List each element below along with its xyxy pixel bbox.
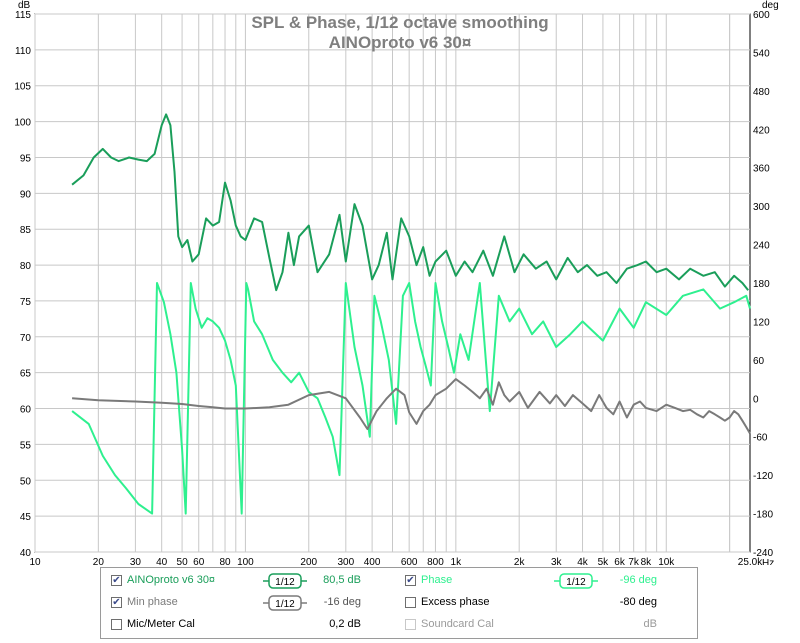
y-right-tick-label: 420 [753, 125, 770, 136]
x-tick-label: 1k [451, 557, 463, 565]
right-axis-unit: deg [762, 0, 779, 11]
y-left-tick-label: 85 [20, 225, 32, 236]
mic-cal-label: Mic/Meter Cal [127, 618, 195, 630]
x-tick-label: 80 [219, 557, 231, 565]
y-right-tick-label: -60 [753, 433, 768, 444]
y-left-tick-label: 80 [20, 261, 32, 272]
y-right-tick-label: 240 [753, 241, 770, 252]
y-left-tick-label: 100 [14, 118, 31, 129]
x-tick-label: 40 [156, 557, 168, 565]
excess-phase-checkbox[interactable] [405, 597, 416, 608]
x-tick-label: 800 [427, 557, 444, 565]
min-phase-value: -16 deg [323, 596, 361, 608]
soundcard-cal-label: Soundcard Cal [421, 618, 494, 630]
y-left-tick-label: 45 [20, 512, 32, 523]
spl-phase-chart: 10 20 30 40 50 60 80 100 200 300 400 600 800 1k 2k 3k 4k… [14, 0, 779, 565]
left-axis-unit: dB [18, 0, 31, 11]
series-line-min-phase [72, 378, 751, 435]
y-left-tick-label: 95 [20, 153, 32, 164]
y-left-tick-label: 75 [20, 297, 32, 308]
x-tick-label: 5k [598, 557, 610, 565]
x-tick-label: 20 [93, 557, 105, 565]
svg-text:1/12: 1/12 [275, 577, 295, 588]
soundcard-cal-value: dB [643, 618, 657, 630]
y-right-tick-label: -180 [753, 510, 773, 521]
y-right-tick-label: 540 [753, 48, 770, 59]
spl-value: 80,5 dB [323, 574, 361, 586]
x-tick-label: 50 [177, 557, 189, 565]
phase-value: -96 deg [619, 574, 657, 586]
spl-label: AINOproto v6 30¤ [127, 574, 216, 586]
y-right-tick-label: 600 [753, 10, 770, 21]
axis-ticks: 10 20 30 40 50 60 80 100 200 300 400 600 800 1k 2k 3k 4k… [14, 10, 773, 565]
soundcard-cal-checkbox[interactable] [405, 619, 416, 630]
phase-label: Phase [421, 574, 453, 586]
y-right-tick-label: 480 [753, 87, 770, 98]
y-left-tick-label: 105 [14, 82, 31, 93]
legend-row: ✔ Min phase 1/12 -16 deg Excess phase -8… [101, 592, 697, 614]
x-tick-label: 2k [514, 557, 526, 565]
x-tick-label: 200 [300, 557, 317, 565]
legend-panel: ✔ AINOproto v6 30¤ 1/12 80,5 dB ✔ Phase … [100, 567, 698, 639]
x-tick-label: 600 [401, 557, 418, 565]
spl-checkbox[interactable]: ✔ [111, 575, 122, 586]
mic-cal-value: 0,2 dB [329, 618, 361, 630]
x-tick-label: 400 [364, 557, 381, 565]
y-left-tick-label: 110 [15, 46, 31, 57]
series-line-phase [71, 282, 751, 515]
y-right-tick-label: 300 [753, 202, 770, 213]
y-left-tick-label: 65 [20, 369, 32, 380]
min-phase-checkbox[interactable]: ✔ [111, 597, 122, 608]
y-left-tick-label: 50 [20, 476, 32, 487]
y-right-tick-label: -120 [753, 471, 773, 482]
y-left-tick-label: 55 [20, 440, 32, 451]
min-phase-smoothing-icon[interactable]: 1/12 [263, 595, 307, 611]
svg-text:1/12: 1/12 [275, 599, 295, 610]
y-right-tick-label: 0 [753, 394, 759, 405]
x-tick-label: 10k [658, 557, 675, 565]
y-left-tick-label: 40 [20, 548, 32, 559]
x-tick-label: 300 [337, 557, 354, 565]
legend-row: ✔ AINOproto v6 30¤ 1/12 80,5 dB ✔ Phase … [101, 570, 697, 592]
x-tick-label: 7k [628, 557, 640, 565]
x-tick-label: 6k [614, 557, 626, 565]
y-right-tick-label: 180 [753, 279, 770, 290]
legend-row: Mic/Meter Cal 0,2 dB Soundcard Cal dB [101, 614, 697, 636]
phase-smoothing-icon[interactable]: 1/12 [554, 573, 598, 589]
y-right-tick-label: 120 [753, 317, 770, 328]
excess-phase-label: Excess phase [421, 596, 490, 608]
x-tick-label: 100 [237, 557, 254, 565]
min-phase-label: Min phase [127, 596, 178, 608]
chart-title: SPL & Phase, 1/12 octave smoothing [251, 13, 548, 32]
x-tick-label: 30 [130, 557, 142, 565]
y-left-tick-label: 90 [20, 189, 32, 200]
x-axis-unit: Hz [762, 558, 774, 565]
mic-cal-checkbox[interactable] [111, 619, 122, 630]
y-right-tick-label: 60 [753, 356, 765, 367]
x-tick-label: 60 [193, 557, 205, 565]
y-right-tick-label: 360 [753, 164, 770, 175]
svg-text:1/12: 1/12 [566, 577, 586, 588]
excess-phase-value: -80 deg [619, 596, 657, 608]
y-left-tick-label: 115 [15, 10, 31, 21]
y-right-tick-label: -240 [753, 548, 773, 559]
series-lines [71, 113, 751, 515]
spl-smoothing-icon[interactable]: 1/12 [263, 573, 307, 589]
y-left-tick-label: 70 [20, 333, 32, 344]
x-tick-label: 10 [29, 557, 41, 565]
x-tick-label: 25,0k [738, 557, 763, 565]
series-line-ainoproto-v6-30 [71, 113, 749, 292]
phase-checkbox[interactable]: ✔ [405, 575, 416, 586]
x-tick-label: 8k [641, 557, 653, 565]
y-left-tick-label: 60 [20, 405, 32, 416]
chart-subtitle: AINOproto v6 30¤ [329, 33, 472, 52]
x-tick-label: 4k [577, 557, 589, 565]
x-tick-label: 3k [551, 557, 563, 565]
